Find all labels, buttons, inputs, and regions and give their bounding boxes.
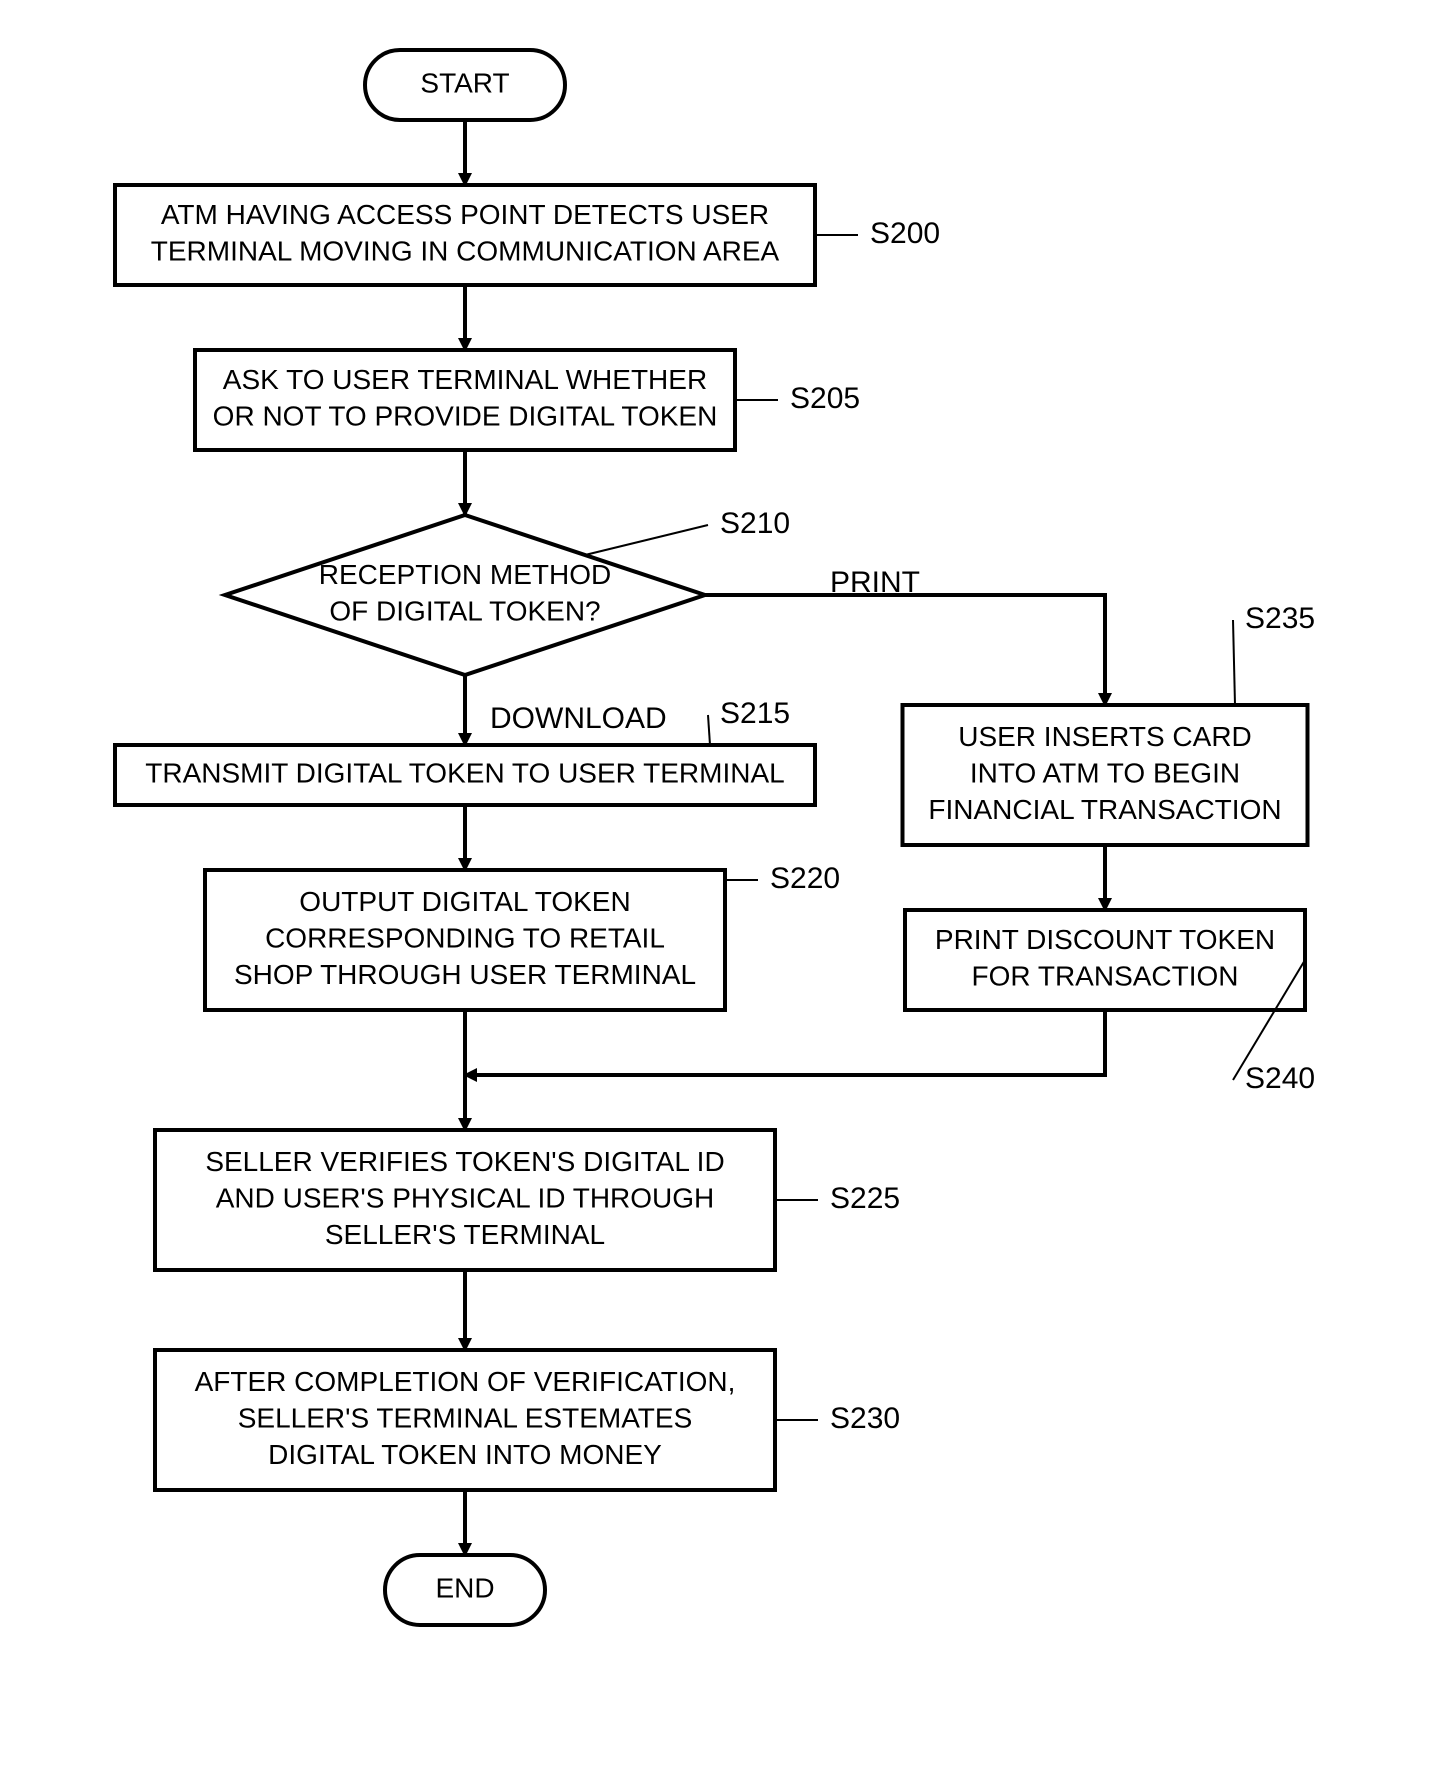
node-s240: PRINT DISCOUNT TOKEN FOR TRANSACTION	[905, 910, 1305, 1010]
node-s215: TRANSMIT DIGITAL TOKEN TO USER TERMINAL	[115, 745, 815, 805]
step-label: S205	[790, 382, 860, 415]
step-label: S235	[1245, 602, 1315, 635]
node-text: CORRESPONDING TO RETAIL	[265, 922, 665, 953]
edge	[465, 1010, 1105, 1075]
step-label: S230	[830, 1402, 900, 1435]
node-text: SELLER VERIFIES TOKEN'S DIGITAL ID	[205, 1146, 724, 1177]
flowchart-canvas: START ATM HAVING ACCESS POINT DETECTS USE…	[0, 0, 1447, 1777]
node-s205: ASK TO USER TERMINAL WHETHER OR NOT TO PR…	[195, 350, 735, 450]
node-text: AND USER'S PHYSICAL ID THROUGH	[216, 1182, 715, 1213]
node-text: USER INSERTS CARD	[958, 721, 1252, 752]
node-text: RECEPTION METHOD	[319, 559, 611, 590]
step-label: S200	[870, 217, 940, 250]
node-text: PRINT DISCOUNT TOKEN	[935, 924, 1275, 955]
node-s210: RECEPTION METHOD OF DIGITAL TOKEN?	[225, 515, 705, 675]
node-text: ASK TO USER TERMINAL WHETHER	[223, 364, 707, 395]
node-text: ATM HAVING ACCESS POINT DETECTS USER	[161, 199, 769, 230]
node-s200: ATM HAVING ACCESS POINT DETECTS USER TERM…	[115, 185, 815, 285]
node-start: START	[365, 50, 565, 120]
node-text: AFTER COMPLETION OF VERIFICATION,	[195, 1366, 736, 1397]
step-label: S240	[1245, 1062, 1315, 1095]
step-label: S210	[720, 507, 790, 540]
nodes-layer: START ATM HAVING ACCESS POINT DETECTS USE…	[115, 50, 1308, 1625]
node-s220: OUTPUT DIGITAL TOKEN CORRESPONDING TO RET…	[205, 870, 725, 1010]
node-s230: AFTER COMPLETION OF VERIFICATION, SELLER'…	[155, 1350, 775, 1490]
step-label: S220	[770, 862, 840, 895]
edge-label-download: DOWNLOAD	[490, 702, 667, 735]
node-text: OR NOT TO PROVIDE DIGITAL TOKEN	[213, 401, 718, 432]
node-text: TERMINAL MOVING IN COMMUNICATION AREA	[151, 236, 780, 267]
step-label: S215	[720, 697, 790, 730]
node-text: START	[420, 67, 509, 98]
node-text: DIGITAL TOKEN INTO MONEY	[268, 1439, 662, 1470]
node-text: OUTPUT DIGITAL TOKEN	[299, 886, 630, 917]
edge	[705, 595, 1105, 705]
node-s225: SELLER VERIFIES TOKEN'S DIGITAL ID AND US…	[155, 1130, 775, 1270]
node-text: SHOP THROUGH USER TERMINAL	[234, 959, 696, 990]
node-text: SELLER'S TERMINAL	[325, 1219, 605, 1250]
node-text: END	[435, 1572, 494, 1603]
node-text: FINANCIAL TRANSACTION	[928, 794, 1281, 825]
node-text: OF DIGITAL TOKEN?	[329, 596, 600, 627]
node-end: END	[385, 1555, 545, 1625]
edge-label-print: PRINT	[830, 566, 920, 599]
node-s235: USER INSERTS CARD INTO ATM TO BEGIN FINANC…	[903, 705, 1308, 845]
node-text: TRANSMIT DIGITAL TOKEN TO USER TERMINAL	[145, 757, 784, 788]
step-label: S225	[830, 1182, 900, 1215]
node-text: FOR TRANSACTION	[971, 961, 1238, 992]
node-text: INTO ATM TO BEGIN	[970, 757, 1240, 788]
node-text: SELLER'S TERMINAL ESTEMATES	[238, 1402, 693, 1433]
